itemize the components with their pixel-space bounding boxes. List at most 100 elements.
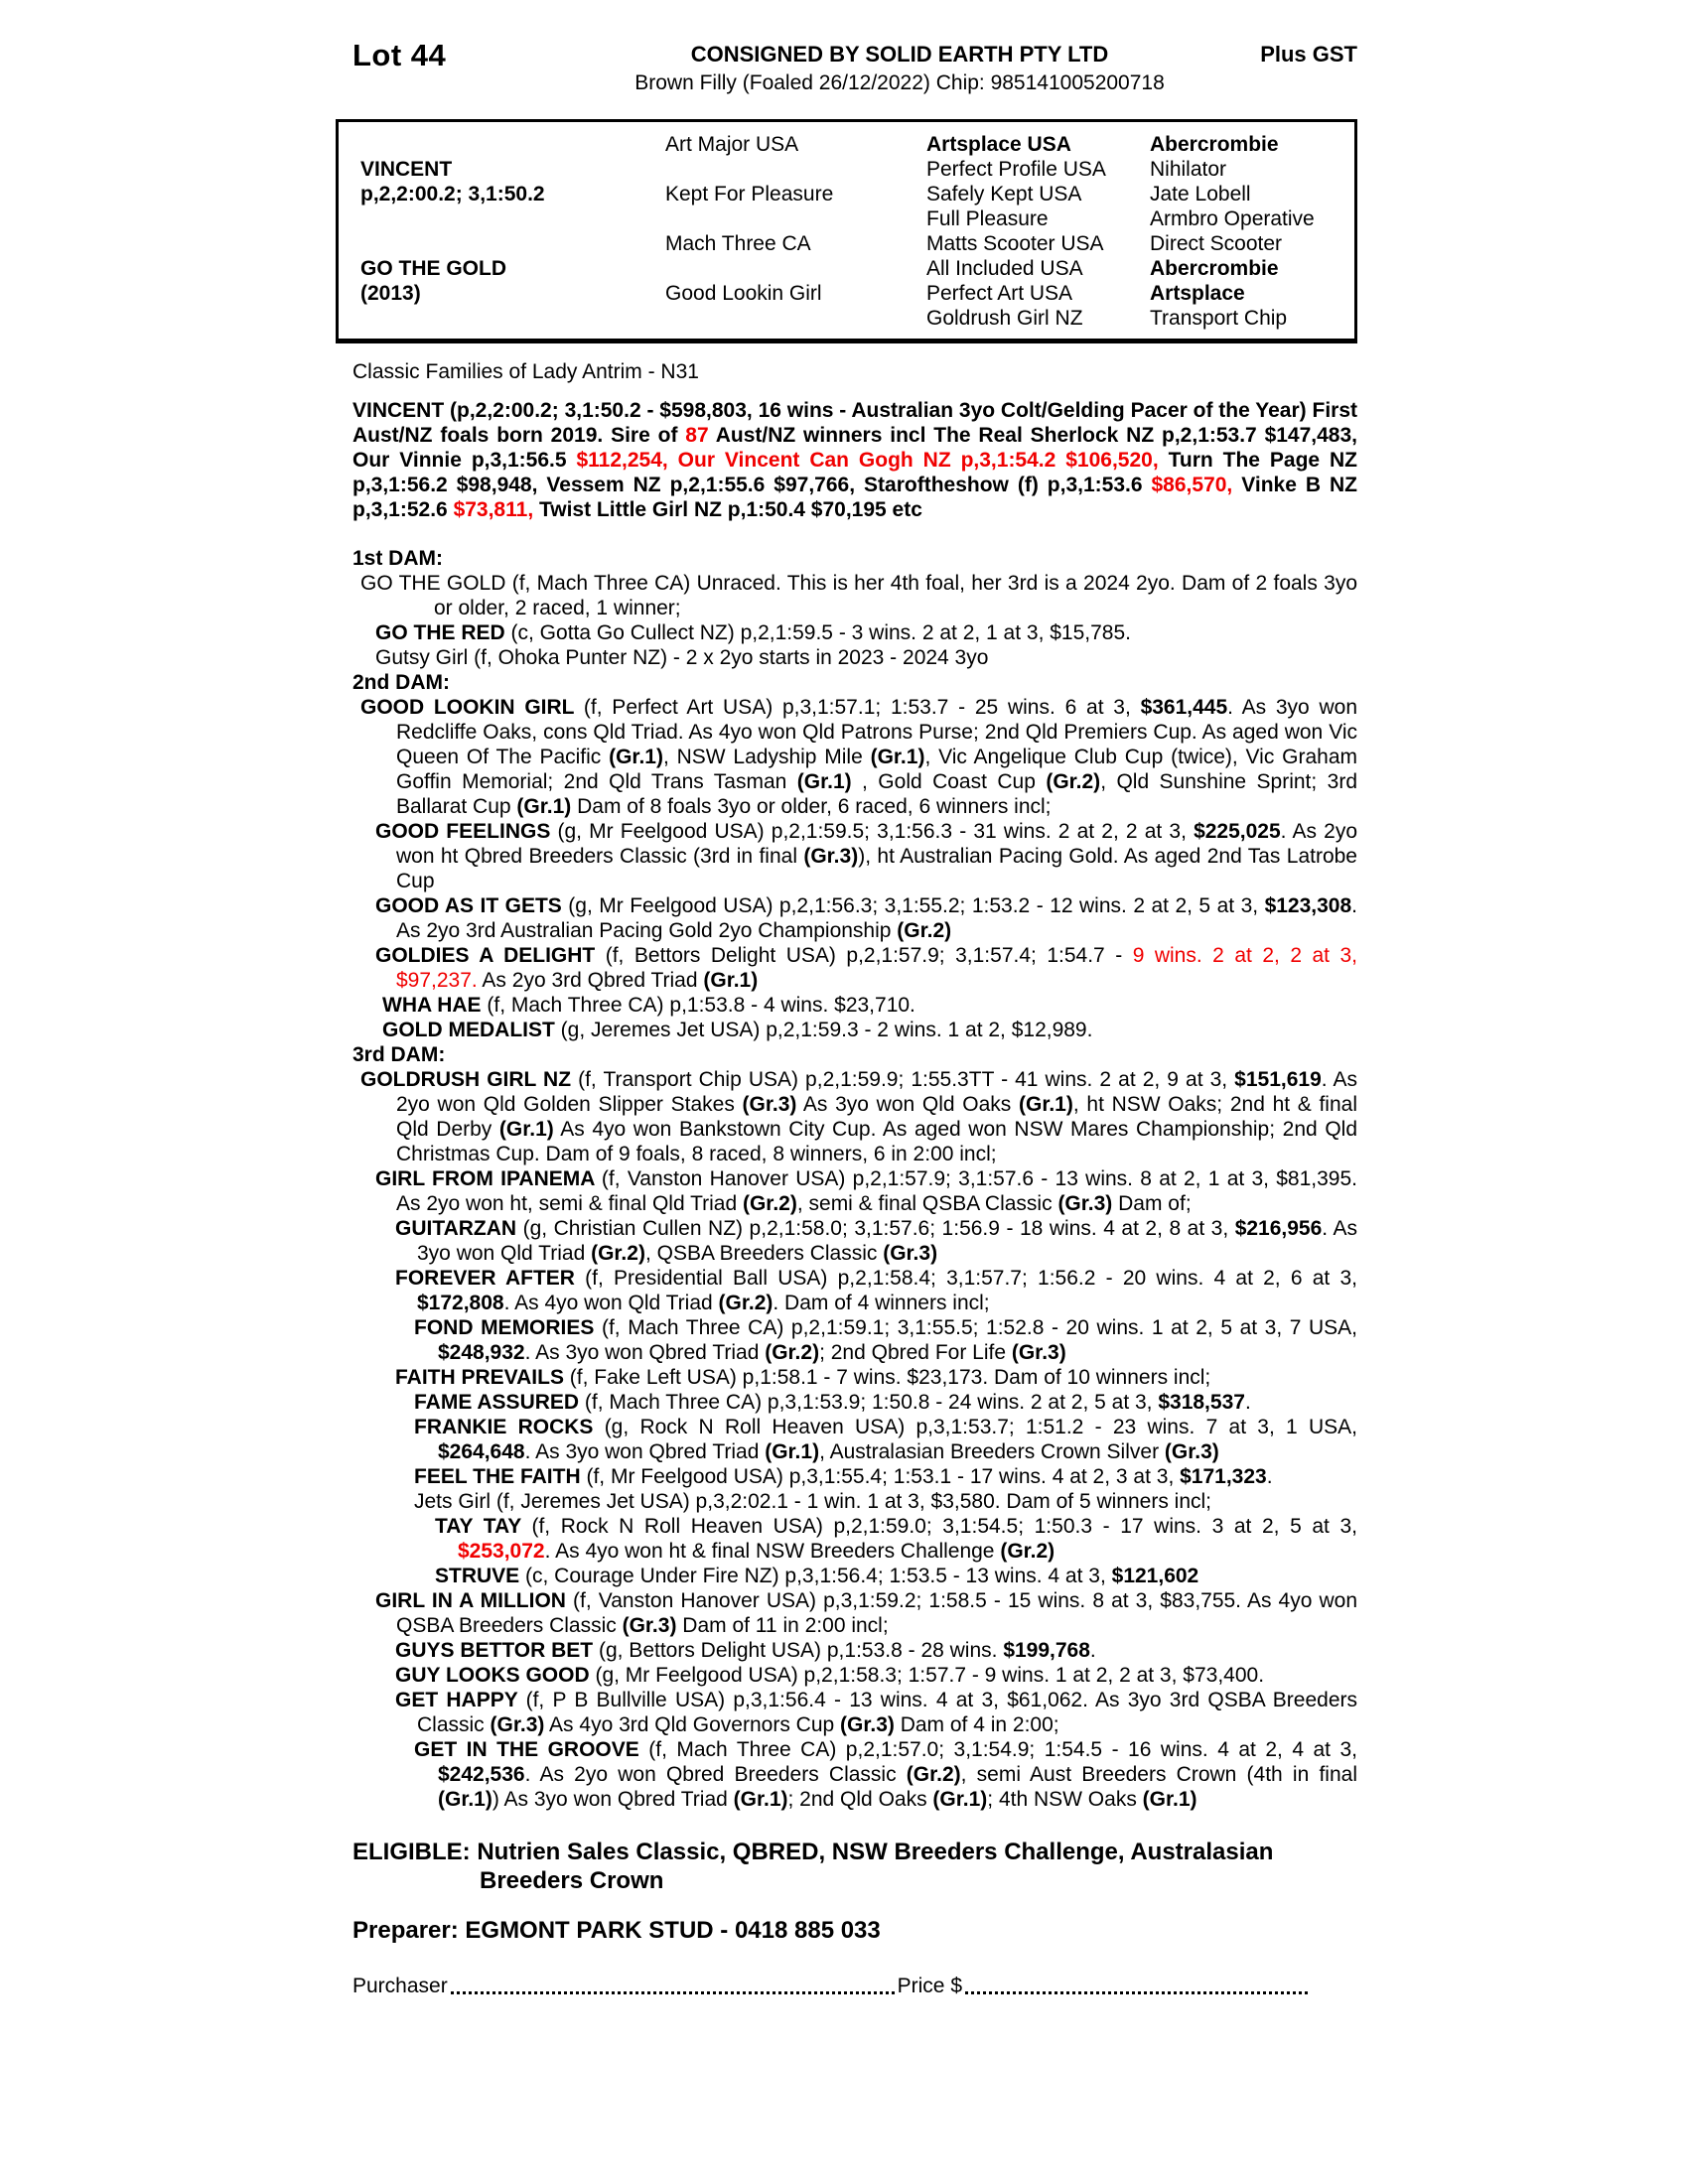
text-segment: (Gr.3) <box>1164 1440 1219 1463</box>
horse-entry: FOND MEMORIES (f, Mach Three CA) p,2,1:5… <box>352 1315 1357 1365</box>
eligible-text: Nutrien Sales Classic, QBRED, NSW Breede… <box>477 1839 1274 1894</box>
text-segment: (Gr.1) <box>498 1118 554 1141</box>
text-segment: (Gr.3) <box>1011 1341 1066 1364</box>
text-segment: (f, Mach Three CA) p,1:53.8 - 4 wins. $2… <box>487 994 915 1017</box>
text-segment: FOREVER AFTER <box>395 1267 586 1290</box>
text-segment: As 4yo 3rd Qld Governors Cup <box>544 1713 841 1736</box>
text-segment: (Gr.1) <box>765 1440 820 1463</box>
text-segment: $171,323 <box>1180 1465 1267 1488</box>
text-segment: 9 wins. 2 at 2, 2 at 3, $97,237. <box>396 944 1357 992</box>
text-segment: (Gr.2) <box>742 1192 797 1215</box>
text-segment: Dam of 8 foals 3yo or older, 6 raced, 6 … <box>571 795 1052 818</box>
text-segment: (Gr.3) <box>803 845 859 868</box>
text-segment: (g, Mr Feelgood USA) p,2,1:58.3; 1:57.7 … <box>595 1664 1265 1687</box>
text-segment: TAY TAY <box>435 1515 532 1538</box>
text-segment: (Gr.1) <box>438 1788 492 1811</box>
text-segment: $151,619 <box>1234 1068 1322 1091</box>
text-segment: , QSBA Breeders Classic <box>644 1242 884 1265</box>
lot-number: Lot 44 <box>352 38 447 72</box>
text-segment: FOND MEMORIES <box>414 1316 602 1339</box>
text-segment: GIRL IN A MILLION <box>375 1589 574 1612</box>
pedigree-grid: VINCENT p,2,2:00.2; 3,1:50.2 GO THE GOLD (2… <box>360 132 1354 331</box>
dam-heading: 1st DAM: <box>352 547 444 570</box>
text-segment: (f, Perfect Art USA) p,3,1:57.1; 1:53.7 … <box>583 696 1141 719</box>
text-segment: (Gr.1) <box>796 770 852 793</box>
dam-heading: 3rd DAM: <box>352 1043 446 1066</box>
text-segment: (Gr.3) <box>742 1093 797 1116</box>
text-segment: (g, Mr Feelgood USA) p,2,1:56.3; 3,1:55.… <box>568 894 1265 917</box>
text-segment: (Gr.1) <box>870 746 925 768</box>
text-segment: (c, Gotta Go Cullect NZ) p,2,1:59.5 - 3 … <box>510 621 1131 644</box>
pedigree-cell: Armbro Operative <box>1150 207 1315 230</box>
text-segment: (Gr.2) <box>718 1292 774 1314</box>
text-segment: $361,445 <box>1140 696 1228 719</box>
horse-entry: GOLDRUSH GIRL NZ (f, Transport Chip USA)… <box>352 1067 1357 1166</box>
text-segment: $73,811, <box>453 498 534 521</box>
pedigree-cell: Abercrombie <box>1150 133 1279 156</box>
text-segment: , semi Aust Breeders Crown (4th in final <box>960 1763 1357 1786</box>
dam-sections: 1st DAM: GO THE GOLD (f, Mach Three CA) U… <box>352 546 1357 1812</box>
text-segment: (g, Mr Feelgood USA) p,2,1:59.5; 3,1:56.… <box>557 820 1195 843</box>
pedigree-cell: (2013) <box>360 282 421 305</box>
text-segment: $121,602 <box>1111 1565 1199 1587</box>
text-segment: , Gold Coast Cup <box>851 770 1047 793</box>
horse-entry: GUYS BETTOR BET (g, Bettors Delight USA)… <box>352 1638 1357 1663</box>
text-segment: (Gr.3) <box>840 1713 895 1736</box>
horse-entry: GUY LOOKS GOOD (g, Mr Feelgood USA) p,2,… <box>352 1663 1357 1688</box>
pedigree-cell: Perfect Art USA <box>926 282 1073 305</box>
text-segment: STRUVE <box>435 1565 526 1587</box>
text-segment: (f, Mach Three CA) p,2,1:59.1; 3,1:55.5;… <box>601 1316 1357 1339</box>
pedigree-cell: Artsplace USA <box>926 133 1071 156</box>
text-segment: . As 3yo won Redcliffe Oaks, cons Qld Tr… <box>396 696 1357 768</box>
text-segment: (Gr.2) <box>765 1341 820 1364</box>
text-segment: (c, Courage Under Fire NZ) p,3,1:56.4; 1… <box>525 1565 1112 1587</box>
pedigree-cell: Good Lookin Girl <box>665 282 822 305</box>
horse-entry: FEEL THE FAITH (f, Mr Feelgood USA) p,3,… <box>352 1464 1357 1489</box>
pedigree-cell: Goldrush Girl NZ <box>926 307 1083 330</box>
text-segment: (g, Rock N Roll Heaven USA) p,3,1:53.7; … <box>604 1416 1357 1438</box>
text-segment: As 4yo won Bankstown City Cup. As aged w… <box>396 1118 1357 1165</box>
page-header: Lot 44 CONSIGNED BY SOLID EARTH PTY LTD … <box>352 38 1357 95</box>
dam-heading: 2nd DAM: <box>352 671 450 694</box>
gst-note: Plus GST <box>1260 42 1357 67</box>
text-segment: ; 2nd Qld Oaks <box>787 1788 933 1811</box>
pedigree-cell: Perfect Profile USA <box>926 158 1106 181</box>
text-segment: (f, Vanston Hanover USA) p,3,1:59.2; 1:5… <box>396 1589 1357 1637</box>
text-segment: (Gr.1) <box>516 795 572 818</box>
text-segment: (f, Mach Three CA) p,2,1:57.0; 3,1:54.9;… <box>648 1738 1357 1761</box>
horse-entry: WHA HAE (f, Mach Three CA) p,1:53.8 - 4 … <box>352 993 1357 1018</box>
text-segment: . As 2yo won Qbred Breeders Classic <box>524 1763 907 1786</box>
text-segment: 87 <box>685 424 709 447</box>
purchaser-line: Purchaser Price $ <box>352 1975 1311 1998</box>
text-segment: (Gr.3) <box>1057 1192 1113 1215</box>
text-segment: . Dam of 4 winners incl; <box>773 1292 990 1314</box>
text-segment: (Gr.3) <box>622 1614 677 1637</box>
text-segment: (f, P B Bullville USA) p,3,1:56.4 - 13 w… <box>417 1689 1358 1736</box>
pedigree-cell: Artsplace <box>1150 282 1245 305</box>
text-segment: $123,308 <box>1264 894 1352 917</box>
text-segment: (Gr.2) <box>906 1763 961 1786</box>
text-segment: $172,808 <box>417 1292 504 1314</box>
pedigree-cell: Art Major USA <box>665 133 799 156</box>
horse-entry: GOLD MEDALIST (g, Jeremes Jet USA) p,2,1… <box>352 1018 1357 1042</box>
text-segment: (g, Jeremes Jet USA) p,2,1:59.3 - 2 wins… <box>560 1019 1093 1041</box>
text-segment: (f, Transport Chip USA) p,2,1:59.9; 1:55… <box>578 1068 1235 1091</box>
text-segment: . As 2yo won Qld Golden Slipper Stakes <box>396 1068 1357 1116</box>
text-segment: , semi & final QSBA Classic <box>796 1192 1058 1215</box>
purchaser-label: Purchaser <box>352 1975 448 1997</box>
price-label: Price $ <box>897 1975 962 1997</box>
text-segment: (Gr.1) <box>1019 1093 1073 1116</box>
preparer-line: Preparer: EGMONT PARK STUD - 0418 885 03… <box>352 1917 881 1944</box>
horse-entry: GUITARZAN (g, Christian Cullen NZ) p,2,1… <box>352 1216 1357 1266</box>
pedigree-cell: VINCENT <box>360 158 453 181</box>
text-segment: Our Vincent Can Gogh NZ p,3,1:54.2 $106,… <box>677 449 1159 472</box>
consignor-line: CONSIGNED BY SOLID EARTH PTY LTD <box>690 42 1109 67</box>
text-segment: (Gr.1) <box>609 746 663 768</box>
horse-entry: GOOD AS IT GETS (g, Mr Feelgood USA) p,2… <box>352 893 1357 943</box>
text-segment <box>668 449 678 472</box>
text-segment: , Australasian Breeders Crown Silver <box>819 1440 1165 1463</box>
horse-entry: GO THE GOLD (f, Mach Three CA) Unraced. … <box>352 571 1357 620</box>
text-segment: Dam of 11 in 2:00 incl; <box>676 1614 889 1637</box>
text-segment: GET IN THE GROOVE <box>414 1738 649 1761</box>
text-segment: Jets Girl (f, Jeremes Jet USA) p,3,2:02.… <box>414 1490 1212 1513</box>
